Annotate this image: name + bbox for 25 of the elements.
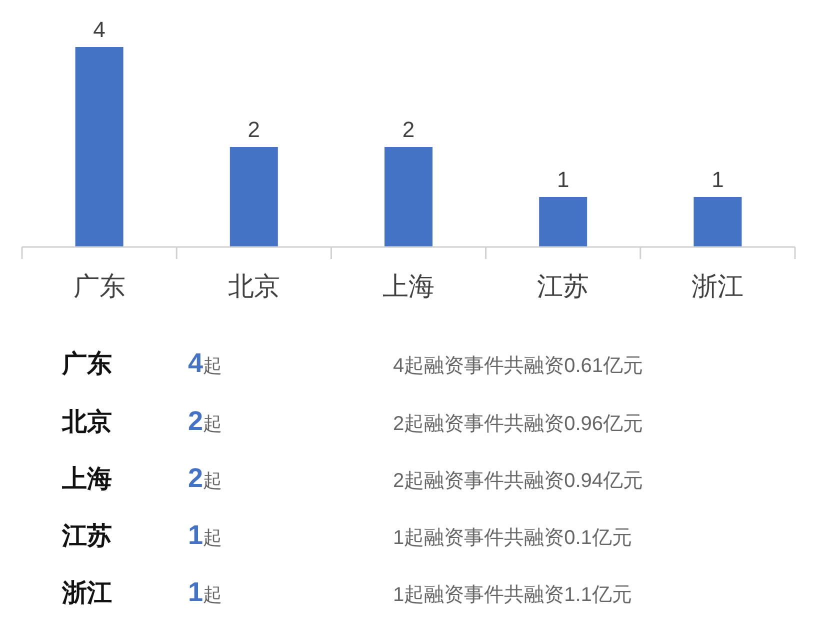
x-tick-label: 北京: [228, 271, 280, 301]
x-tick-label: 浙江: [692, 271, 744, 301]
text: 江苏: [61, 522, 112, 550]
text: 上海: [61, 465, 112, 493]
text: 1起: [188, 520, 222, 550]
data-label: 4: [93, 17, 106, 42]
data-label: 1: [712, 167, 724, 192]
data-label: 1: [556, 167, 570, 192]
text: 2起: [188, 463, 222, 493]
text: 广东: [61, 350, 112, 378]
data-label: 2: [402, 117, 415, 142]
text: 1起: [188, 577, 222, 607]
text: 北京: [61, 408, 112, 436]
text: 4起融资事件共融资0.61亿元: [393, 355, 644, 377]
text: 4起: [188, 348, 222, 378]
text: 1起融资事件共融资1.1亿元: [393, 584, 632, 606]
text: 2起融资事件共融资0.96亿元: [393, 413, 644, 435]
text: 1起融资事件共融资0.1亿元: [393, 527, 632, 549]
x-tick-label: 上海: [382, 271, 434, 301]
x-tick-label: 广东: [73, 271, 126, 301]
x-tick-label: 江苏: [537, 271, 590, 301]
text: 2起: [188, 406, 222, 436]
data-label: 2: [248, 117, 260, 142]
text: 浙江: [61, 579, 112, 607]
text: 2起融资事件共融资0.94亿元: [393, 470, 644, 492]
